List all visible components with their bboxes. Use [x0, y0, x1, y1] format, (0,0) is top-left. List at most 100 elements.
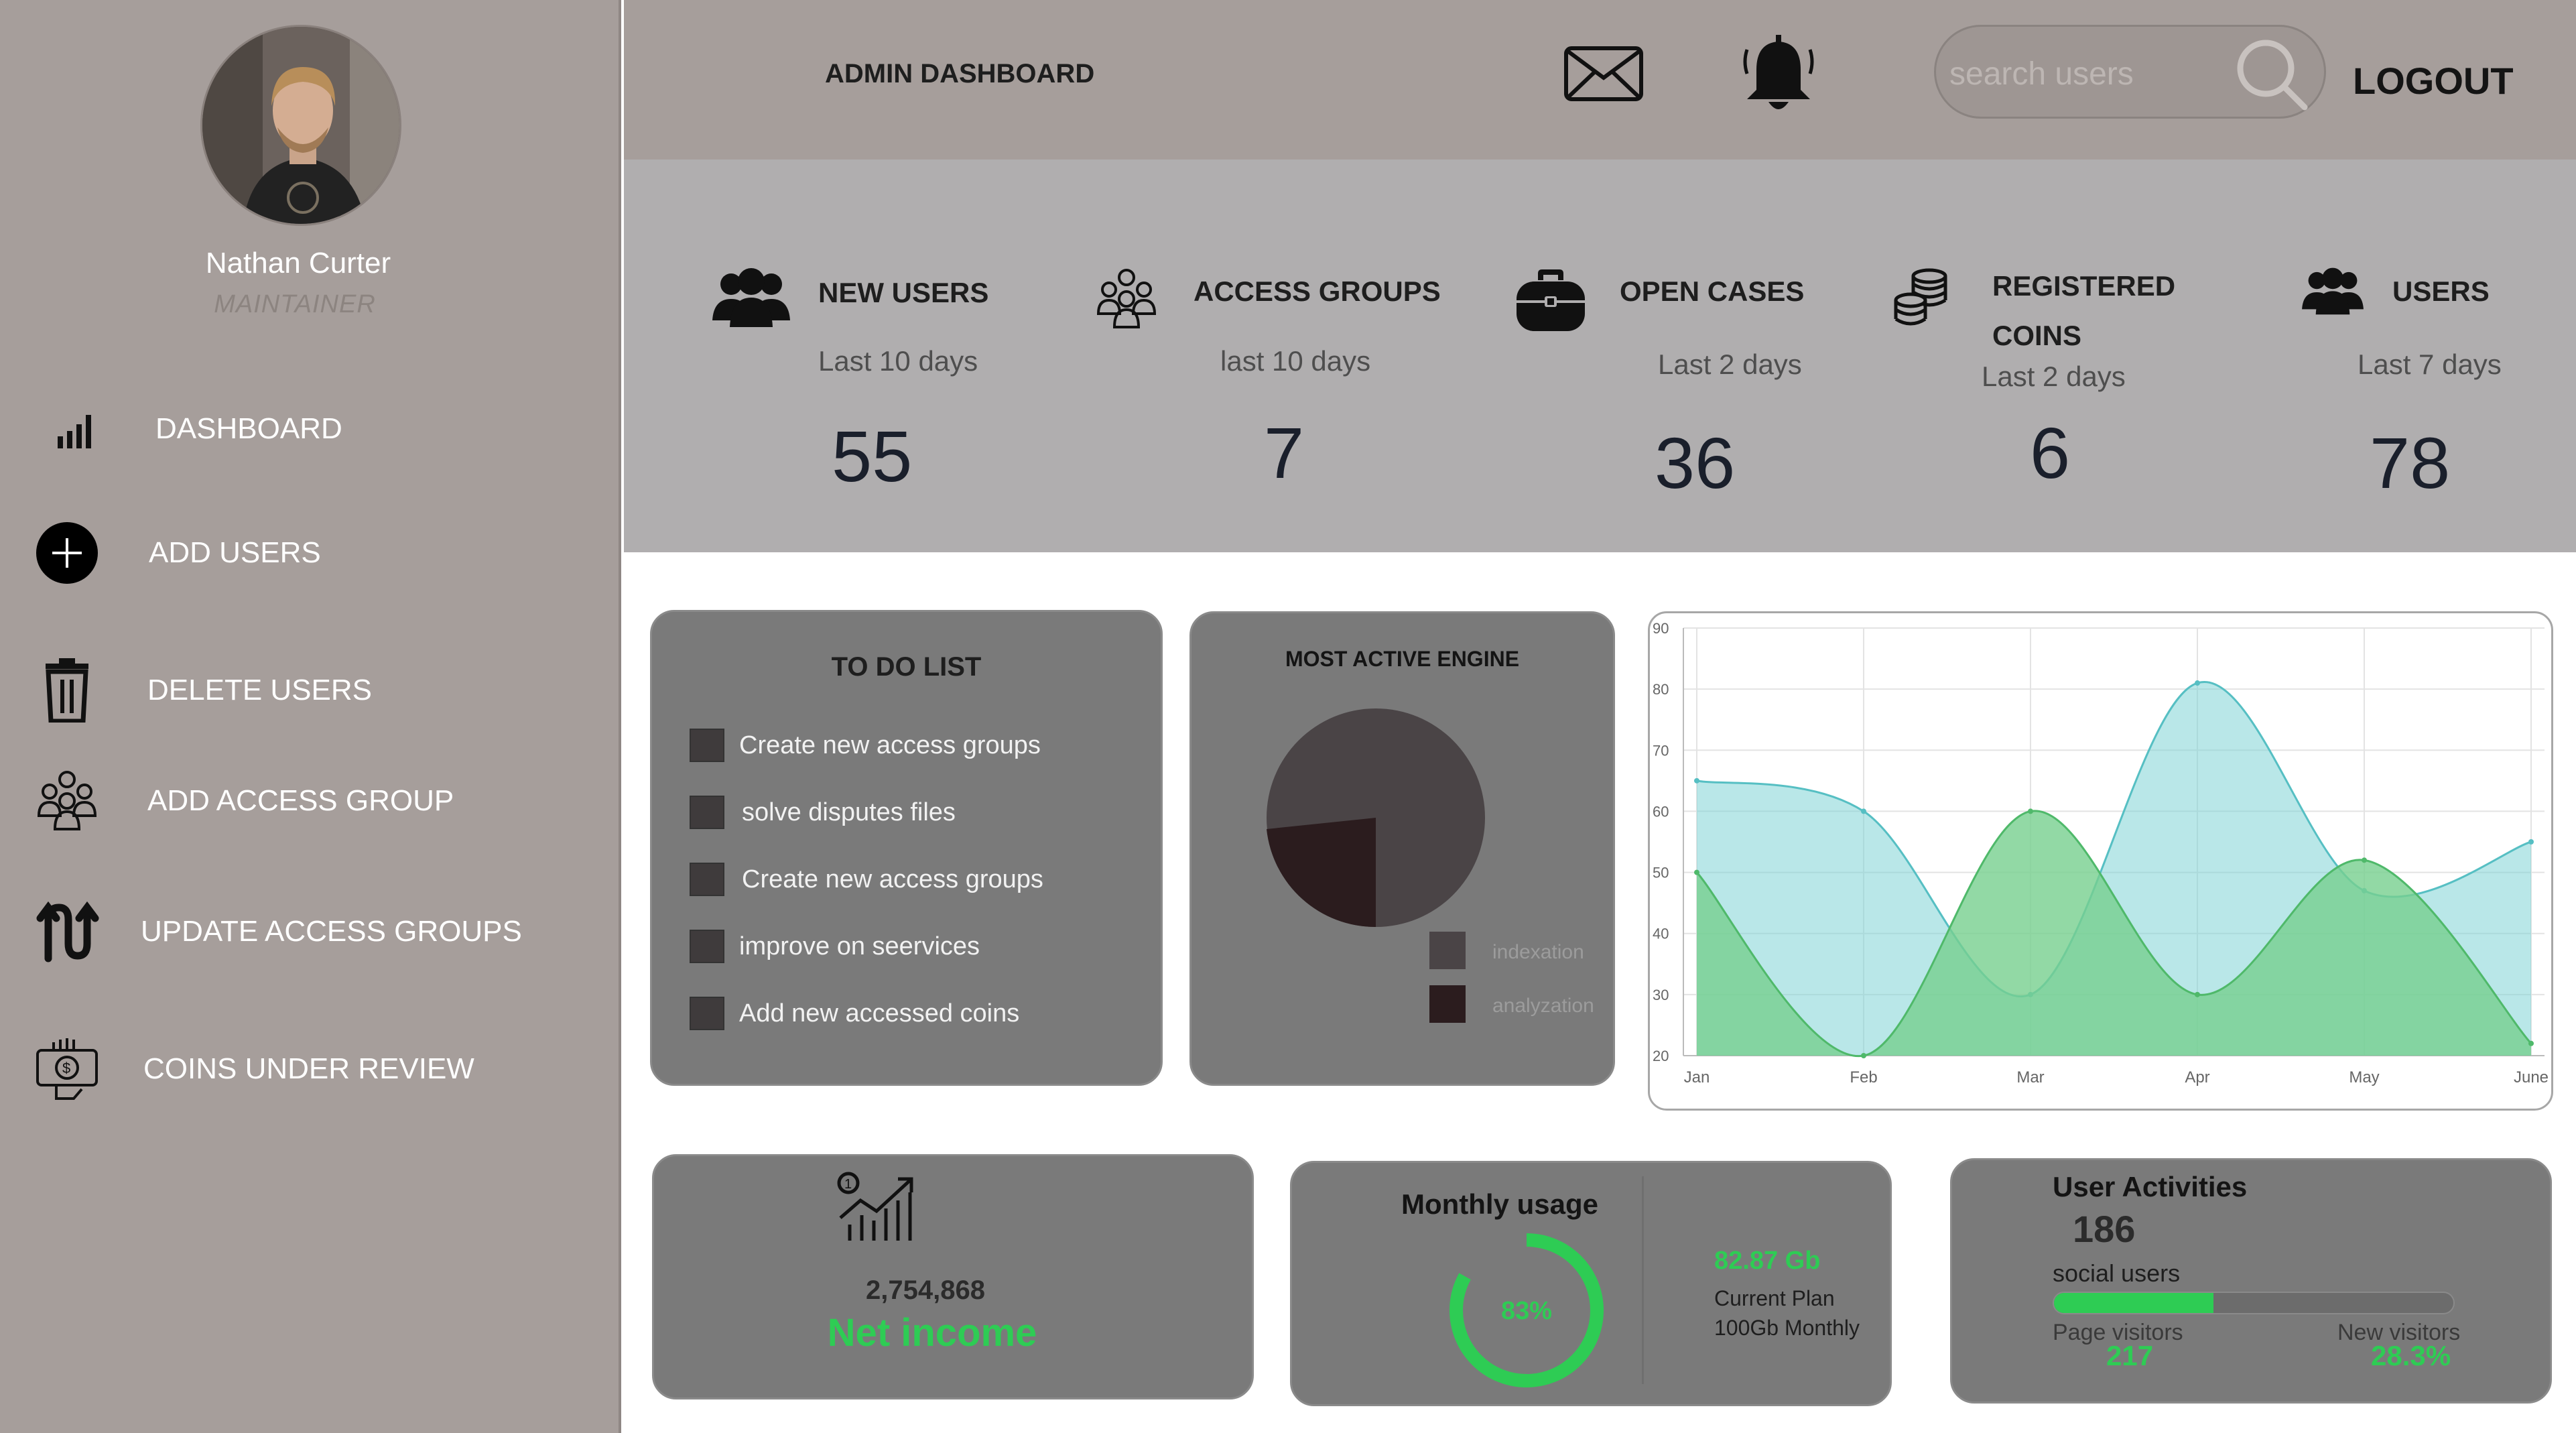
- todo-label: solve disputes files: [742, 798, 956, 826]
- svg-text:1: 1: [844, 1177, 852, 1192]
- todo-checkbox[interactable]: [690, 796, 724, 829]
- todo-checkbox[interactable]: [690, 729, 724, 762]
- bar-chart-icon: [44, 392, 111, 466]
- series-area-1: [1697, 810, 2531, 1056]
- todo-label: Create new access groups: [739, 731, 1041, 759]
- stat-title: ACCESS GROUPS: [1194, 275, 1441, 307]
- activities-count: 186: [2073, 1208, 2136, 1250]
- usage-plan-line2: 100Gb Monthly: [1714, 1316, 1860, 1340]
- stat-title: USERS: [2392, 275, 2490, 307]
- usage-plan: Current Plan 100Gb Monthly: [1714, 1284, 1860, 1343]
- legend-item: indexation: [1429, 932, 1604, 972]
- avatar[interactable]: [200, 25, 401, 226]
- stat-subtitle: Last 2 days: [1658, 349, 1802, 380]
- mail-icon[interactable]: [1563, 46, 1644, 102]
- briefcase-icon: [1514, 267, 1588, 337]
- activities-title: User Activities: [2053, 1171, 2248, 1202]
- legend-item: analyzation: [1429, 985, 1604, 1025]
- net-income-card: 1 2,754,868 Net income: [652, 1154, 1254, 1399]
- plus-circle-icon: [34, 516, 101, 590]
- usage-plan-line1: Current Plan: [1714, 1286, 1835, 1310]
- sidebar-item-label: ADD USERS: [149, 536, 321, 569]
- bell-icon[interactable]: [1742, 35, 1815, 114]
- todo-title: TO DO LIST: [831, 652, 982, 682]
- x-tick-label: May: [2349, 1068, 2379, 1086]
- todo-item[interactable]: Add new accessed coins: [690, 995, 1145, 1036]
- data-point: [2195, 680, 2200, 686]
- usage-title: Monthly usage: [1401, 1188, 1599, 1220]
- sidebar: Nathan Curter MAINTAINER DASHBOARD ADD U…: [0, 0, 621, 1433]
- stat-value: 7: [1264, 412, 1305, 493]
- data-point: [2028, 808, 2033, 814]
- y-tick-label: 40: [1653, 926, 1669, 942]
- todo-item[interactable]: improve on seervices: [690, 928, 1145, 969]
- stat-subtitle: Last 10 days: [818, 345, 978, 377]
- stat-value: 6: [2030, 412, 2071, 493]
- search-icon[interactable]: [2231, 34, 2311, 114]
- stat-value: 55: [832, 416, 913, 497]
- data-point: [1694, 777, 1699, 784]
- svg-text:$: $: [62, 1060, 70, 1076]
- todo-item[interactable]: Create new access groups: [690, 727, 1145, 767]
- search-box[interactable]: [1934, 25, 2326, 119]
- user-name: Nathan Curter: [205, 247, 391, 279]
- todo-label: improve on seervices: [739, 932, 980, 960]
- activities-subtitle: social users: [2053, 1259, 2181, 1287]
- page-title: ADMIN DASHBOARD: [825, 59, 1095, 88]
- usage-divider: [1642, 1176, 1644, 1384]
- sidebar-item-label: DASHBOARD: [155, 412, 342, 445]
- todo-item[interactable]: Create new access groups: [690, 861, 1145, 901]
- pie-slice-analyzation: [1267, 818, 1376, 928]
- todo-checkbox[interactable]: [690, 863, 724, 896]
- todo-item[interactable]: solve disputes files: [690, 794, 1145, 834]
- stat-subtitle: last 10 days: [1220, 345, 1371, 377]
- y-tick-label: 90: [1653, 620, 1669, 637]
- y-tick-label: 30: [1653, 987, 1669, 1003]
- x-tick-label: Feb: [1850, 1068, 1877, 1086]
- activities-progress-fill: [2054, 1293, 2214, 1313]
- y-tick-label: 20: [1653, 1048, 1669, 1064]
- todo-card: TO DO LIST Create new access groups solv…: [650, 610, 1163, 1086]
- users-icon: [711, 267, 791, 334]
- user-role: MAINTAINER: [214, 290, 376, 318]
- todo-checkbox[interactable]: [690, 930, 724, 963]
- data-point: [2362, 857, 2367, 863]
- sidebar-item-delete-users[interactable]: DELETE USERS: [0, 653, 617, 727]
- monthly-usage-card: Monthly usage 83% 82.87 Gb Current Plan …: [1290, 1161, 1892, 1406]
- area-chart: 20 30 40 50 60 70 80 90 Jan Feb Mar Apr May June: [1653, 620, 2549, 1086]
- x-tick-label: Jan: [1684, 1068, 1710, 1086]
- stat-value: 78: [2370, 422, 2451, 503]
- group-icon: [1093, 267, 1160, 334]
- growth-chart-icon: 1: [836, 1171, 919, 1248]
- sidebar-item-add-access-group[interactable]: ADD ACCESS GROUP: [0, 764, 617, 838]
- engine-pie-chart: [1267, 708, 1485, 928]
- net-income-label: Net income: [827, 1311, 1037, 1355]
- series-line-1: [1695, 810, 2532, 1057]
- search-input[interactable]: [1949, 47, 2231, 101]
- engine-title: MOST ACTIVE ENGINE: [1285, 647, 1520, 671]
- engine-card: MOST ACTIVE ENGINE indexation analyzatio…: [1189, 611, 1615, 1086]
- todo-checkbox[interactable]: [690, 997, 724, 1030]
- logout-button[interactable]: LOGOUT: [2353, 60, 2514, 102]
- users-icon: [2301, 267, 2365, 321]
- usage-percent: 83%: [1501, 1297, 1552, 1325]
- sidebar-item-update-access-groups[interactable]: UPDATE ACCESS GROUPS: [0, 895, 617, 969]
- sidebar-item-label: DELETE USERS: [147, 674, 372, 706]
- sidebar-item-add-users[interactable]: ADD USERS: [0, 516, 617, 590]
- stat-title: NEW USERS: [818, 277, 989, 308]
- x-tick-label: June: [2514, 1068, 2549, 1086]
- legend-swatch: [1429, 932, 1466, 969]
- sidebar-item-coins-under-review[interactable]: $ COINS UNDER REVIEW: [0, 1032, 617, 1106]
- new-visitors-value: 28.3%: [2371, 1340, 2451, 1371]
- stat-value: 36: [1655, 422, 1736, 503]
- data-point: [1861, 1053, 1866, 1058]
- trash-icon: [34, 653, 101, 727]
- legend-swatch: [1429, 985, 1466, 1023]
- x-tick-label: Mar: [2016, 1068, 2044, 1086]
- user-activities-card: User Activities 186 social users Page vi…: [1950, 1158, 2552, 1404]
- stat-subtitle: Last 2 days: [1982, 361, 2126, 392]
- todo-label: Add new accessed coins: [739, 999, 1020, 1027]
- sidebar-item-label: COINS UNDER REVIEW: [143, 1052, 474, 1085]
- sidebar-item-dashboard[interactable]: DASHBOARD: [0, 392, 617, 466]
- todo-label: Create new access groups: [742, 865, 1043, 893]
